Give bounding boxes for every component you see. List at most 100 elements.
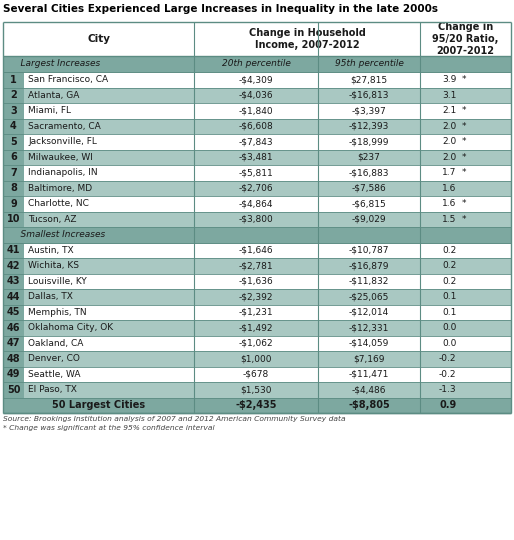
Text: 0.1: 0.1 <box>442 292 456 301</box>
Bar <box>3 227 511 242</box>
Text: -$11,471: -$11,471 <box>349 370 389 379</box>
Bar <box>3 180 511 196</box>
Bar <box>3 87 511 103</box>
Text: 3.9: 3.9 <box>442 75 456 84</box>
Text: 46: 46 <box>7 323 20 333</box>
Text: -$3,481: -$3,481 <box>238 153 273 162</box>
Bar <box>3 397 511 413</box>
Text: $1,000: $1,000 <box>240 354 272 363</box>
Bar <box>3 56 511 72</box>
Text: -$10,787: -$10,787 <box>349 246 389 255</box>
Text: 50 Largest Cities: 50 Largest Cities <box>52 400 145 410</box>
Text: 6: 6 <box>10 152 17 162</box>
Text: *: * <box>462 122 466 131</box>
Text: 0.1: 0.1 <box>442 308 456 317</box>
Text: -1.3: -1.3 <box>439 385 456 394</box>
Bar <box>3 72 511 87</box>
Bar <box>3 134 511 150</box>
Text: -$11,832: -$11,832 <box>349 276 389 286</box>
Bar <box>3 72 24 87</box>
Bar <box>3 351 511 367</box>
Text: San Francisco, CA: San Francisco, CA <box>28 75 108 84</box>
Text: 0.2: 0.2 <box>442 261 456 270</box>
Text: Seattle, WA: Seattle, WA <box>28 370 81 379</box>
Text: 9: 9 <box>10 199 17 209</box>
Text: 20th percentile: 20th percentile <box>222 59 290 69</box>
Bar <box>3 258 24 273</box>
Text: 0.2: 0.2 <box>442 246 456 255</box>
Bar <box>3 103 511 118</box>
Text: Dallas, TX: Dallas, TX <box>28 292 73 301</box>
Text: 43: 43 <box>7 276 20 286</box>
Bar <box>3 367 24 382</box>
Text: $237: $237 <box>358 153 380 162</box>
Text: $1,530: $1,530 <box>240 385 272 394</box>
Text: 1.5: 1.5 <box>442 215 456 224</box>
Text: -$4,309: -$4,309 <box>238 75 273 84</box>
Text: -$2,435: -$2,435 <box>235 400 277 410</box>
Bar <box>3 273 511 289</box>
Bar <box>3 335 24 351</box>
Text: 1.6: 1.6 <box>442 199 456 208</box>
Bar <box>3 382 24 397</box>
Text: 8: 8 <box>10 183 17 193</box>
Text: -$2,706: -$2,706 <box>238 184 273 193</box>
Text: 7: 7 <box>10 168 17 178</box>
Text: -$12,393: -$12,393 <box>349 122 389 131</box>
Text: Memphis, TN: Memphis, TN <box>28 308 87 317</box>
Text: -$12,014: -$12,014 <box>349 308 389 317</box>
Text: 41: 41 <box>7 245 20 255</box>
Text: 2.0: 2.0 <box>442 153 456 162</box>
Bar <box>3 382 511 397</box>
Text: -$7,843: -$7,843 <box>238 137 273 146</box>
Bar <box>3 134 24 150</box>
Text: -$18,999: -$18,999 <box>349 137 389 146</box>
Text: -$16,813: -$16,813 <box>349 91 389 100</box>
Text: -$2,392: -$2,392 <box>238 292 273 301</box>
Text: 2.0: 2.0 <box>442 137 456 146</box>
Text: -$4,036: -$4,036 <box>238 91 273 100</box>
Text: 10: 10 <box>7 214 20 224</box>
Text: 42: 42 <box>7 261 20 271</box>
Bar <box>3 118 24 134</box>
Text: 1.6: 1.6 <box>442 184 456 193</box>
Text: 0.2: 0.2 <box>442 276 456 286</box>
Text: -0.2: -0.2 <box>439 370 456 379</box>
Text: Oklahoma City, OK: Oklahoma City, OK <box>28 323 113 332</box>
Text: -$1,062: -$1,062 <box>238 339 273 348</box>
Text: $7,169: $7,169 <box>353 354 385 363</box>
Bar <box>3 242 24 258</box>
Text: 48: 48 <box>7 354 21 364</box>
Text: Sacramento, CA: Sacramento, CA <box>28 122 101 131</box>
Bar <box>3 165 511 180</box>
Text: City: City <box>87 34 110 44</box>
Text: 2.0: 2.0 <box>442 122 456 131</box>
Bar <box>3 320 24 335</box>
Text: -$6,815: -$6,815 <box>352 199 387 208</box>
Text: -$9,029: -$9,029 <box>352 215 387 224</box>
Bar <box>3 258 511 273</box>
Text: *: * <box>462 199 466 208</box>
Bar <box>3 103 24 118</box>
Text: 0.0: 0.0 <box>442 323 456 332</box>
Bar <box>3 196 511 212</box>
Text: 1.7: 1.7 <box>442 168 456 177</box>
Bar <box>3 335 511 351</box>
Text: Denver, CO: Denver, CO <box>28 354 80 363</box>
Text: *: * <box>462 106 466 115</box>
Bar <box>3 273 24 289</box>
Text: -0.2: -0.2 <box>439 354 456 363</box>
Bar <box>3 320 511 335</box>
Bar <box>3 150 511 165</box>
Text: -$2,781: -$2,781 <box>238 261 273 270</box>
Bar <box>3 212 24 227</box>
Text: Wichita, KS: Wichita, KS <box>28 261 79 270</box>
Text: -$4,486: -$4,486 <box>352 385 386 394</box>
Text: Louisville, KY: Louisville, KY <box>28 276 87 286</box>
Text: -$6,608: -$6,608 <box>238 122 273 131</box>
Bar <box>3 22 511 56</box>
Bar <box>3 212 511 227</box>
Text: -$16,883: -$16,883 <box>349 168 389 177</box>
Text: 2: 2 <box>10 90 17 100</box>
Text: *: * <box>462 153 466 162</box>
